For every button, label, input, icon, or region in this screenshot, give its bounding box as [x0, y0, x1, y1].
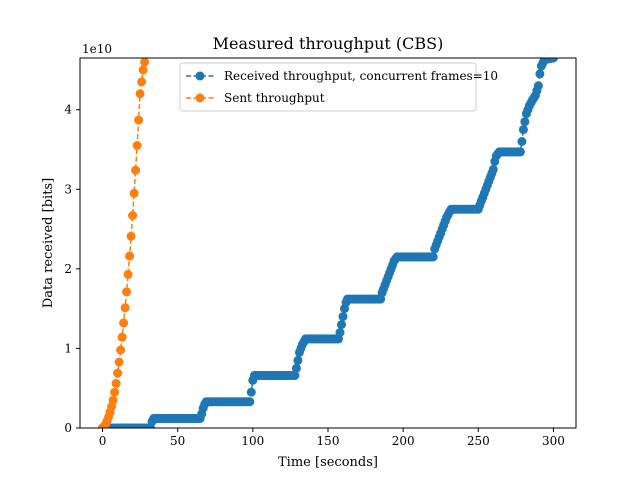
legend-box — [179, 62, 477, 112]
data-point — [117, 332, 127, 342]
data-point — [246, 387, 256, 397]
data-point — [114, 357, 124, 367]
y-axis-label: Data received [bits] — [41, 178, 56, 308]
data-point — [245, 397, 255, 407]
y-tick-label: 0 — [64, 421, 72, 435]
data-point — [137, 77, 147, 87]
data-point — [129, 188, 139, 198]
data-point — [138, 65, 148, 75]
y-offset-label: 1e10 — [82, 42, 112, 56]
y-tick-label: 3 — [64, 182, 72, 196]
data-point — [520, 117, 530, 127]
data-point — [128, 211, 138, 220]
x-axis: 0 50 100 150 200 250 300 — [99, 428, 565, 448]
x-tick-label: 150 — [317, 434, 340, 448]
legend-label-sent: Sent throughput — [224, 91, 325, 105]
x-tick-label: 250 — [467, 434, 490, 448]
data-point — [116, 345, 126, 355]
data-point — [131, 165, 141, 175]
data-point — [535, 69, 545, 79]
legend-label-received: Received throughput, concurrent frames=1… — [224, 69, 498, 83]
legend-marker-sent — [195, 93, 205, 103]
data-point — [290, 371, 300, 380]
data-point — [134, 115, 144, 125]
data-point — [517, 137, 527, 146]
data-point — [119, 318, 129, 328]
data-point — [123, 269, 133, 279]
data-point — [293, 355, 303, 365]
data-point — [291, 363, 301, 373]
legend-marker-received — [195, 71, 205, 81]
x-tick-label: 300 — [542, 434, 565, 448]
data-point — [132, 141, 142, 150]
plot-frame — [79, 57, 577, 429]
data-point — [108, 395, 118, 405]
data-point — [338, 312, 348, 322]
y-tick-label: 2 — [64, 262, 72, 276]
series-line-0 — [102, 58, 554, 428]
x-tick-label: 50 — [170, 434, 185, 448]
data-point — [113, 368, 123, 378]
data-point — [428, 252, 438, 262]
data-point — [126, 231, 136, 241]
data-point — [110, 387, 120, 397]
series-markers-0 — [98, 58, 558, 428]
x-tick-label: 0 — [99, 434, 107, 448]
data-point — [488, 164, 498, 174]
y-tick-label: 4 — [64, 103, 72, 117]
series-markers-1 — [98, 58, 150, 428]
data-point — [120, 303, 130, 313]
x-tick-label: 200 — [392, 434, 415, 448]
data-point — [140, 58, 150, 67]
y-axis: 0 1 2 3 4 — [64, 103, 80, 435]
legend: Received throughput, concurrent frames=1… — [179, 62, 498, 112]
data-point — [337, 320, 346, 330]
data-point — [125, 251, 135, 261]
data-point — [135, 89, 145, 99]
data-point — [549, 58, 558, 63]
data-point — [111, 378, 121, 388]
data-point — [533, 81, 543, 91]
chart-title: Measured throughput (CBS) — [213, 34, 444, 53]
y-tick-label: 1 — [64, 341, 72, 355]
series-layer — [98, 58, 558, 428]
data-point — [335, 328, 345, 337]
data-point — [518, 125, 528, 135]
data-point — [515, 147, 525, 157]
x-tick-label: 100 — [241, 434, 264, 448]
x-axis-label: Time [seconds] — [278, 455, 378, 470]
data-point — [122, 287, 132, 297]
